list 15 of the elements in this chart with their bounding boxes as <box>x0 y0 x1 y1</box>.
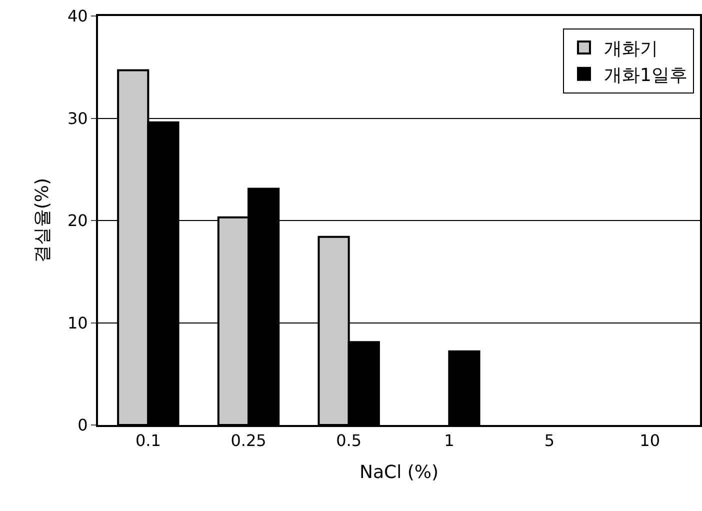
x-axis-title: NaCl (%) <box>360 462 438 483</box>
y-axis-title: 결실율(%) <box>32 178 54 264</box>
x-tick-label: 0.1 <box>135 431 161 450</box>
x-tick-label: 1 <box>444 431 454 450</box>
y-tick-label: 30 <box>67 108 88 128</box>
y-tick-label: 40 <box>67 6 88 26</box>
legend-label: 개화기 <box>604 38 658 60</box>
y-tick-label: 10 <box>67 313 88 332</box>
x-tick-label: 10 <box>640 431 660 450</box>
y-tick-label: 20 <box>67 211 88 230</box>
x-tick-label: 0.25 <box>230 431 266 450</box>
legend-label: 개화1일후 <box>604 64 688 86</box>
x-tick-label: 0.5 <box>336 431 362 450</box>
x-tick-label: 5 <box>544 431 555 450</box>
y-tick-label: 0 <box>78 416 88 435</box>
